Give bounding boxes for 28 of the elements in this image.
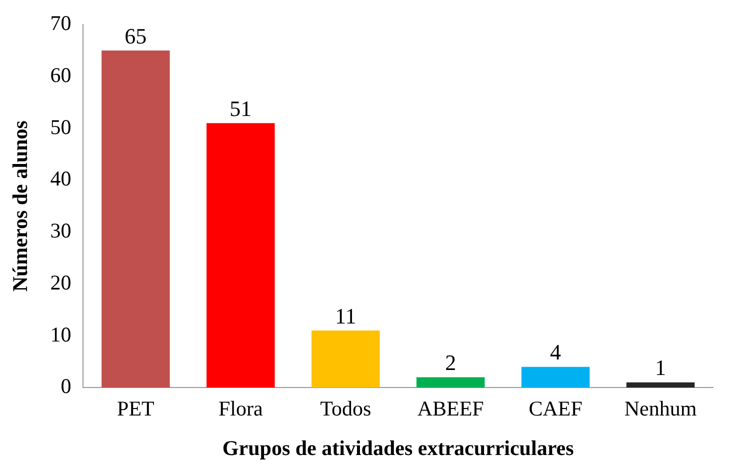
- data-label: 2: [445, 350, 456, 376]
- y-tick-label: 50: [50, 114, 72, 139]
- data-label: 51: [230, 96, 252, 121]
- bar: [312, 330, 380, 388]
- bar: [102, 50, 170, 388]
- x-tick-label: ABEEF: [417, 396, 484, 421]
- x-tick-label: Nenhum: [624, 396, 697, 421]
- x-tick-label: Todos: [320, 396, 372, 421]
- y-tick-label: 60: [50, 62, 72, 87]
- bar: [521, 366, 590, 388]
- y-tick-label: 20: [50, 270, 72, 294]
- bar: [626, 382, 695, 388]
- x-tick-label: Flora: [218, 396, 264, 421]
- y-tick-label: 70: [50, 11, 72, 36]
- y-tick-label: 10: [50, 322, 72, 346]
- bar: [206, 123, 275, 388]
- y-axis-title: Números de alunos: [8, 120, 32, 292]
- x-tick-label: PET: [117, 396, 155, 421]
- y-tick-label: 40: [50, 166, 72, 191]
- data-label: 1: [655, 355, 666, 380]
- x-tick-label: CAEF: [528, 396, 582, 421]
- x-axis-title: Grupos de atividades extracurriculares: [222, 436, 574, 460]
- data-label: 4: [550, 340, 562, 365]
- data-label: 65: [124, 23, 147, 48]
- y-tick-label: 30: [50, 218, 72, 243]
- data-label: 11: [335, 303, 356, 328]
- y-tick-label: 0: [60, 374, 72, 398]
- bar: [416, 377, 485, 388]
